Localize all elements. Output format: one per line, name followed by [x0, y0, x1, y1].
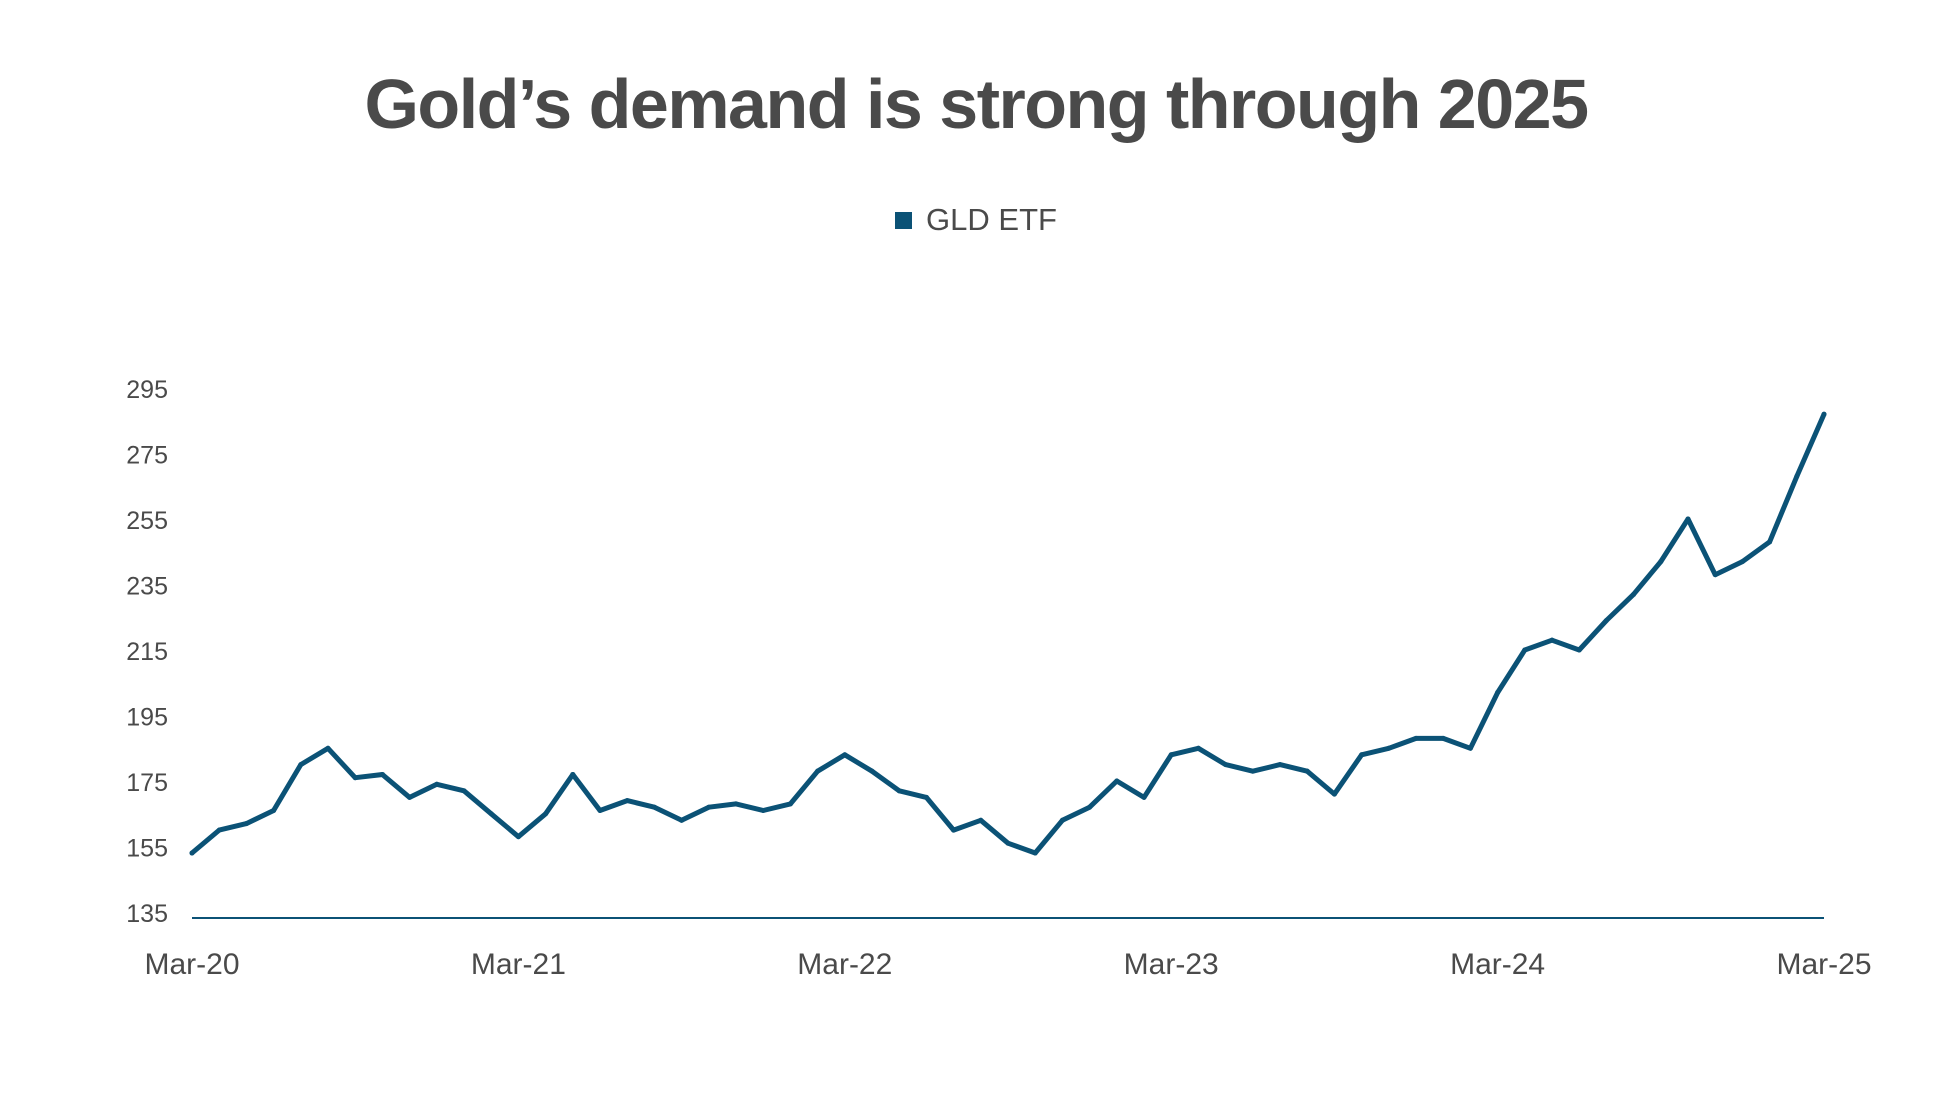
data-point — [243, 821, 249, 827]
data-point — [1739, 559, 1745, 565]
data-point — [325, 745, 331, 751]
data-point — [1141, 794, 1147, 800]
data-point — [216, 827, 222, 833]
x-tick-label: Mar-21 — [471, 948, 566, 981]
series-points-gld-etf — [189, 411, 1827, 856]
x-tick-label: Mar-22 — [797, 948, 892, 981]
data-point — [1005, 840, 1011, 846]
data-point — [1767, 539, 1773, 545]
data-point — [624, 798, 630, 804]
data-point — [1603, 618, 1609, 624]
data-point — [407, 794, 413, 800]
data-point — [1467, 745, 1473, 751]
data-point — [488, 811, 494, 817]
data-point — [1495, 690, 1501, 696]
square-swatch-icon — [895, 211, 913, 229]
data-point — [1386, 745, 1392, 751]
data-point — [815, 768, 821, 774]
data-point — [379, 771, 385, 777]
data-point — [1821, 411, 1827, 417]
data-point — [1359, 752, 1365, 758]
data-point — [597, 807, 603, 813]
data-point — [1440, 735, 1446, 741]
data-point — [1114, 778, 1120, 784]
data-point — [1794, 473, 1800, 479]
data-point — [461, 788, 467, 794]
data-point — [1195, 745, 1201, 751]
x-tick-label: Mar-24 — [1450, 948, 1545, 981]
data-point — [896, 788, 902, 794]
y-tick-label: 255 — [126, 507, 168, 535]
data-point — [543, 811, 549, 817]
data-point — [352, 775, 358, 781]
data-point — [733, 801, 739, 807]
data-point — [1658, 559, 1664, 565]
chart-legend: GLD ETF — [0, 202, 1952, 238]
data-point — [1223, 762, 1229, 768]
chart-title: Gold’s demand is strong through 2025 — [364, 65, 1589, 143]
data-point — [271, 807, 277, 813]
data-point — [651, 804, 657, 810]
data-point — [1522, 647, 1528, 653]
data-point — [787, 801, 793, 807]
series-line-gld-etf — [189, 411, 1827, 856]
data-point — [298, 762, 304, 768]
data-point — [760, 807, 766, 813]
x-tick-label: Mar-25 — [1776, 948, 1871, 981]
data-point — [869, 768, 875, 774]
y-tick-label: 275 — [126, 442, 168, 470]
data-point — [679, 817, 685, 823]
data-point — [1685, 516, 1691, 522]
y-tick-label: 175 — [126, 769, 168, 797]
data-point — [951, 827, 957, 833]
x-axis-tick-labels: Mar-20 Mar-21 Mar-22 Mar-23 Mar-24 Mar-25 — [144, 948, 1871, 981]
y-tick-label: 215 — [126, 638, 168, 666]
x-tick-label: Mar-20 — [144, 948, 239, 981]
legend-label-gld-etf: GLD ETF — [926, 202, 1057, 237]
data-point — [1712, 572, 1718, 578]
data-point — [570, 771, 576, 777]
y-tick-label: 295 — [126, 376, 168, 404]
y-tick-label: 195 — [126, 704, 168, 732]
data-point — [1549, 637, 1555, 643]
data-point — [1032, 850, 1038, 856]
data-point — [1277, 762, 1283, 768]
data-point — [978, 817, 984, 823]
data-point — [1087, 804, 1093, 810]
data-point — [706, 804, 712, 810]
data-point — [515, 834, 521, 840]
data-point — [1413, 735, 1419, 741]
data-point — [842, 752, 848, 758]
data-point — [1168, 752, 1174, 758]
x-tick-label: Mar-23 — [1124, 948, 1219, 981]
data-point — [1059, 817, 1065, 823]
data-point — [1631, 591, 1637, 597]
data-point — [923, 794, 929, 800]
data-point — [1576, 647, 1582, 653]
data-point — [189, 850, 195, 856]
data-point — [1250, 768, 1256, 774]
data-point — [1331, 791, 1337, 797]
y-tick-label: 155 — [126, 835, 168, 863]
y-tick-label: 135 — [126, 900, 168, 928]
data-point — [1304, 768, 1310, 774]
y-axis-tick-labels: 135 155 175 195 215 235 255 275 295 — [126, 376, 168, 928]
y-tick-label: 235 — [126, 573, 168, 601]
data-point — [434, 781, 440, 787]
